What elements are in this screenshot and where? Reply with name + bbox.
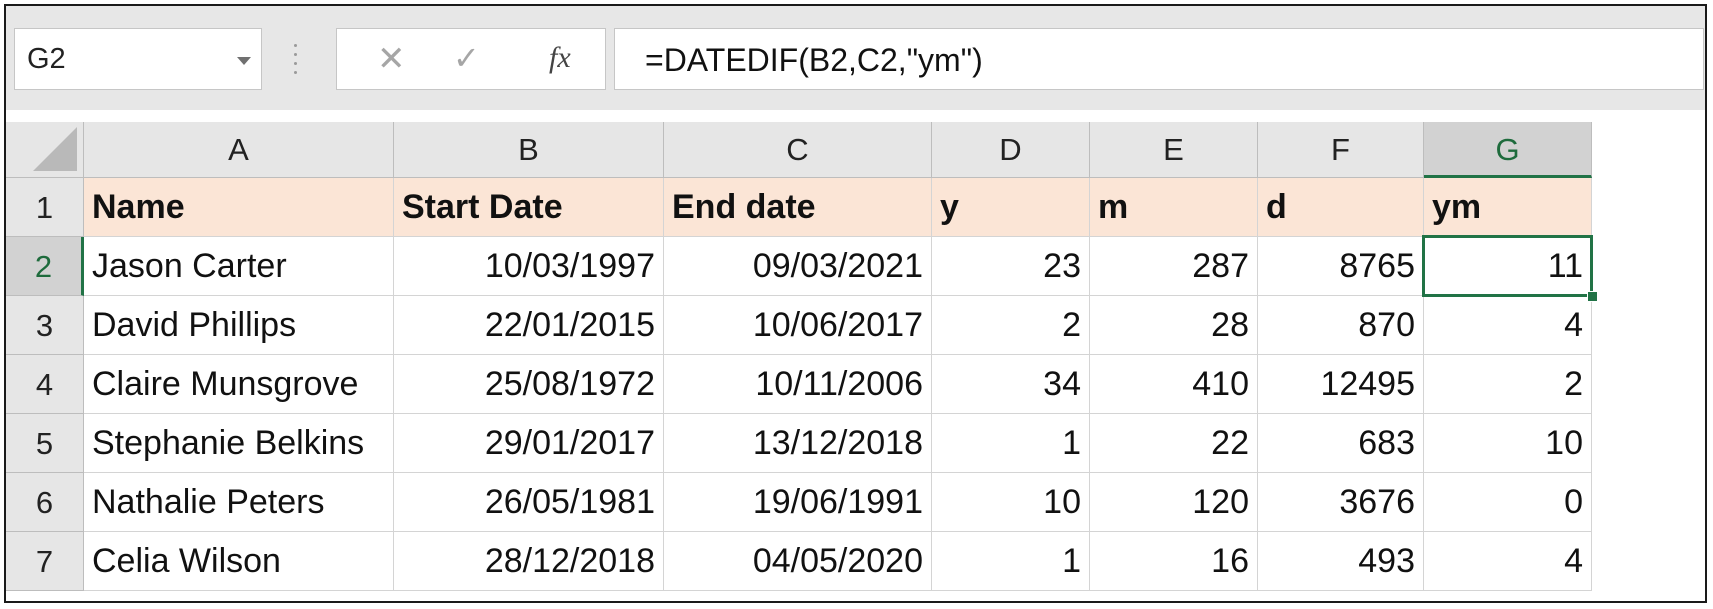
column-header-f[interactable]: F	[1258, 122, 1424, 178]
cell-g7[interactable]: 4	[1424, 532, 1592, 591]
cell-e5[interactable]: 22	[1090, 414, 1258, 473]
cell-g5[interactable]: 10	[1424, 414, 1592, 473]
grip-dots-icon[interactable]	[294, 44, 298, 74]
cell-b6[interactable]: 26/05/1981	[394, 473, 664, 532]
cell-d2[interactable]: 23	[932, 237, 1090, 296]
cell-f6[interactable]: 3676	[1258, 473, 1424, 532]
row-header-5[interactable]: 5	[6, 414, 84, 473]
column-header-e[interactable]: E	[1090, 122, 1258, 178]
name-box-value[interactable]: G2	[27, 43, 66, 75]
cell-a6[interactable]: Nathalie Peters	[84, 473, 394, 532]
header-cell-m[interactable]: m	[1090, 178, 1258, 237]
cell-e2[interactable]: 287	[1090, 237, 1258, 296]
cell-c2[interactable]: 09/03/2021	[664, 237, 932, 296]
column-header-b[interactable]: B	[394, 122, 664, 178]
cell-d3[interactable]: 2	[932, 296, 1090, 355]
header-cell-name[interactable]: Name	[84, 178, 394, 237]
cell-g4[interactable]: 2	[1424, 355, 1592, 414]
cell-g2[interactable]: 11	[1424, 237, 1592, 296]
insert-function-icon[interactable]: fx	[549, 41, 571, 74]
cell-g6[interactable]: 0	[1424, 473, 1592, 532]
cell-c7[interactable]: 04/05/2020	[664, 532, 932, 591]
cell-b5[interactable]: 29/01/2017	[394, 414, 664, 473]
row-header-2[interactable]: 2	[6, 237, 84, 296]
cell-f2[interactable]: 8765	[1258, 237, 1424, 296]
fill-handle[interactable]	[1587, 291, 1598, 302]
column-header-c[interactable]: C	[664, 122, 932, 178]
cell-d5[interactable]: 1	[932, 414, 1090, 473]
row-header-3[interactable]: 3	[6, 296, 84, 355]
cell-a4[interactable]: Claire Munsgrove	[84, 355, 394, 414]
cell-b2[interactable]: 10/03/1997	[394, 237, 664, 296]
cell-d4[interactable]: 34	[932, 355, 1090, 414]
name-box[interactable]: G2	[14, 28, 262, 90]
formula-text[interactable]: =DATEDIF(B2,C2,"ym")	[645, 42, 983, 78]
cell-d6[interactable]: 10	[932, 473, 1090, 532]
cell-a7[interactable]: Celia Wilson	[84, 532, 394, 591]
row-header-7[interactable]: 7	[6, 532, 84, 591]
formula-buttons: ✕ ✓ fx	[336, 28, 606, 90]
cell-d7[interactable]: 1	[932, 532, 1090, 591]
row-header-6[interactable]: 6	[6, 473, 84, 532]
cell-c6[interactable]: 19/06/1991	[664, 473, 932, 532]
column-header-a[interactable]: A	[84, 122, 394, 178]
column-header-g[interactable]: G	[1424, 122, 1592, 178]
cell-f5[interactable]: 683	[1258, 414, 1424, 473]
cell-c5[interactable]: 13/12/2018	[664, 414, 932, 473]
header-cell-y[interactable]: y	[932, 178, 1090, 237]
cell-c4[interactable]: 10/11/2006	[664, 355, 932, 414]
header-cell-end-date[interactable]: End date	[664, 178, 932, 237]
cell-e3[interactable]: 28	[1090, 296, 1258, 355]
cell-f3[interactable]: 870	[1258, 296, 1424, 355]
row-header-1[interactable]: 1	[6, 178, 84, 237]
column-header-d[interactable]: D	[932, 122, 1090, 178]
row-header-4[interactable]: 4	[6, 355, 84, 414]
cell-b7[interactable]: 28/12/2018	[394, 532, 664, 591]
cell-a5[interactable]: Stephanie Belkins	[84, 414, 394, 473]
select-all-button[interactable]	[6, 122, 84, 178]
cell-a3[interactable]: David Phillips	[84, 296, 394, 355]
cell-a2[interactable]: Jason Carter	[84, 237, 394, 296]
cell-g3[interactable]: 4	[1424, 296, 1592, 355]
spreadsheet-window: G2 ✕ ✓ fx =DATEDIF(B2,C2,"ym") A B C D E…	[4, 4, 1707, 603]
formula-bar: G2 ✕ ✓ fx =DATEDIF(B2,C2,"ym")	[6, 6, 1705, 110]
header-cell-d[interactable]: d	[1258, 178, 1424, 237]
cell-f7[interactable]: 493	[1258, 532, 1424, 591]
cell-b3[interactable]: 22/01/2015	[394, 296, 664, 355]
cell-e7[interactable]: 16	[1090, 532, 1258, 591]
cancel-icon[interactable]: ✕	[377, 39, 406, 79]
enter-icon[interactable]: ✓	[453, 39, 480, 77]
header-cell-ym[interactable]: ym	[1424, 178, 1592, 237]
cell-e4[interactable]: 410	[1090, 355, 1258, 414]
cell-b4[interactable]: 25/08/1972	[394, 355, 664, 414]
chevron-down-icon[interactable]	[237, 57, 251, 65]
select-all-icon	[33, 127, 77, 171]
cell-e6[interactable]: 120	[1090, 473, 1258, 532]
cell-f4[interactable]: 12495	[1258, 355, 1424, 414]
cell-c3[interactable]: 10/06/2017	[664, 296, 932, 355]
header-cell-start-date[interactable]: Start Date	[394, 178, 664, 237]
formula-input[interactable]: =DATEDIF(B2,C2,"ym")	[614, 28, 1704, 90]
